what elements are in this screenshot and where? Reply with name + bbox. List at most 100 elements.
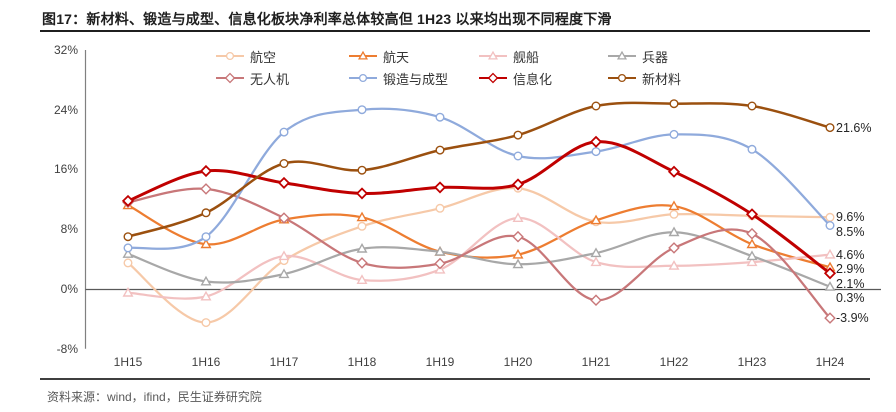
series-marker-informatization-1H21: [589, 135, 603, 148]
series-marker-new-materials-1H17: [279, 158, 289, 168]
series-marker-uav-1H19: [434, 257, 446, 270]
series-marker-ships-1H23: [746, 256, 758, 267]
legend-label-aviation: 航空: [250, 49, 277, 65]
series-marker-ordnance-1H21: [590, 247, 602, 258]
legend-label-informatization: 信息化: [513, 71, 553, 87]
series-marker-uav-1H20: [512, 230, 524, 243]
legend-item-uav: 无人机: [215, 70, 290, 87]
end-label-informatization: 2.1%: [836, 276, 865, 291]
legend-item-ships: 舰船: [478, 48, 540, 65]
series-marker-forging-forming-1H23: [747, 144, 757, 154]
series-marker-informatization-1H22: [667, 165, 681, 178]
legend-marker-uav-icon: [216, 72, 244, 84]
legend-marker-new-materials-icon: [608, 73, 636, 83]
series-marker-informatization-1H15: [121, 194, 135, 207]
x-tick-1H23: 1H23: [737, 355, 767, 369]
series-marker-aviation-1H24: [825, 212, 835, 222]
series-marker-forging-forming-1H24: [825, 220, 835, 230]
x-tick-1H21: 1H21: [581, 355, 611, 369]
end-label-forging-forming: 8.5%: [836, 224, 865, 239]
series-marker-informatization-1H23: [745, 208, 759, 221]
x-tick-1H17: 1H17: [269, 355, 299, 369]
legend-item-informatization: 信息化: [478, 70, 553, 87]
figure-title: 图17：新材料、锻造与成型、信息化板块净利率总体较高但 1H23 以来均出现不同…: [42, 11, 612, 27]
series-marker-uav-1H24: [824, 312, 836, 324]
legend-label-ordnance: 兵器: [642, 49, 669, 65]
legend-label-forging-forming: 锻造与成型: [383, 71, 449, 87]
y-tick--8: -8%: [56, 341, 78, 356]
series-marker-ships-1H17: [278, 250, 290, 261]
legend-shape-new-materials: [617, 73, 627, 83]
series-marker-aerospace-1H18: [356, 211, 368, 222]
end-label-new-materials: 21.6%: [836, 120, 872, 135]
x-tick-1H20: 1H20: [503, 355, 533, 369]
series-marker-ordnance-1H15: [122, 248, 134, 258]
y-tick-8: 8%: [60, 222, 78, 237]
series-marker-new-materials-1H24: [825, 123, 835, 133]
series-marker-new-materials-1H22: [669, 99, 679, 109]
series-marker-uav-1H18: [356, 257, 368, 269]
legend-item-forging-forming: 锻造与成型: [348, 70, 449, 87]
legend-label-uav: 无人机: [250, 71, 290, 87]
legend-shape-ships: [487, 50, 499, 60]
x-tick-1H16: 1H16: [191, 355, 221, 369]
series-marker-new-materials-1H23: [747, 101, 757, 111]
y-tick-24: 24%: [53, 102, 78, 117]
legend-item-ordnance: 兵器: [607, 48, 669, 65]
legend-item-aviation: 航空: [215, 48, 277, 65]
legend-marker-forging-forming-icon: [349, 73, 377, 83]
x-tick-1H18: 1H18: [347, 355, 377, 369]
series-marker-aerospace-1H21: [590, 214, 602, 225]
series-marker-forging-forming-1H20: [513, 151, 523, 161]
series-line-uav: [126, 187, 832, 320]
series-marker-ordnance-1H16: [200, 275, 212, 286]
series-marker-new-materials-1H15: [123, 232, 133, 242]
series-marker-ships-1H24: [824, 248, 836, 259]
legend-label-new-materials: 新材料: [642, 71, 682, 87]
series-marker-forging-forming-1H15: [123, 243, 133, 253]
series-marker-new-materials-1H18: [357, 165, 367, 175]
series-marker-ships-1H22: [668, 260, 680, 270]
end-label-ordnance: 0.3%: [836, 291, 865, 306]
series-line-ships: [126, 216, 832, 300]
series-marker-aviation-1H16: [201, 318, 211, 328]
legend-marker-aviation-icon: [216, 51, 244, 61]
y-tick-16: 16%: [53, 162, 78, 177]
series-marker-aerospace-1H22: [668, 200, 680, 211]
series-marker-forging-forming-1H21: [591, 147, 601, 157]
end-label-aviation: 9.6%: [836, 210, 865, 225]
series-marker-uav-1H23: [746, 227, 758, 240]
series-marker-uav-1H21: [590, 294, 602, 306]
legend-marker-ordnance-icon: [608, 50, 636, 60]
series-marker-ordnance-1H19: [434, 245, 446, 256]
series-line-aviation: [126, 186, 832, 324]
series-marker-ordnance-1H17: [278, 268, 290, 279]
source-divider: [40, 378, 870, 380]
series-line-informatization: [126, 140, 832, 275]
series-marker-new-materials-1H20: [513, 130, 523, 140]
x-tick-1H22: 1H22: [659, 355, 689, 369]
series-marker-informatization-1H16: [199, 164, 213, 178]
legend-label-ships: 舰船: [513, 49, 540, 65]
series-marker-informatization-1H19: [433, 181, 447, 194]
series-marker-ships-1H16: [200, 290, 212, 301]
series-marker-uav-1H16: [200, 183, 212, 195]
series-marker-ships-1H20: [512, 212, 524, 223]
series-marker-ordnance-1H20: [512, 258, 524, 269]
series-marker-aviation-1H22: [669, 209, 679, 219]
series-marker-aviation-1H15: [123, 258, 133, 268]
legend-item-new-materials: 新材料: [607, 70, 682, 87]
end-label-uav: -3.9%: [836, 311, 869, 326]
series-marker-aerospace-1H20: [512, 248, 524, 259]
legend-marker-aerospace-icon: [349, 50, 377, 60]
series-marker-aerospace-1H16: [200, 238, 212, 249]
series-marker-new-materials-1H19: [435, 145, 445, 155]
legend-marker-informatization-icon: [479, 72, 507, 84]
y-tick-32: 32%: [53, 42, 78, 57]
series-marker-aviation-1H19: [435, 203, 445, 213]
legend-shape-aviation: [225, 51, 235, 61]
series-marker-forging-forming-1H22: [669, 129, 679, 139]
series-marker-ordnance-1H18: [356, 242, 368, 253]
series-line-new-materials: [126, 101, 832, 238]
